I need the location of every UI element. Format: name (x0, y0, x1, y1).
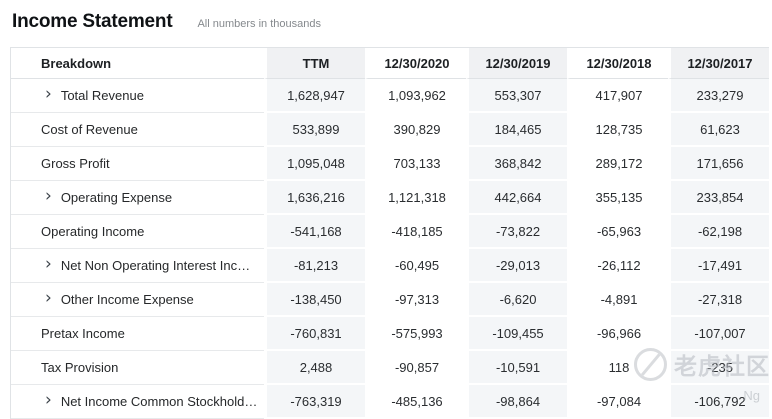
value-cell: -106,792 (668, 385, 769, 419)
chevron-right-icon[interactable]: › (45, 390, 52, 410)
row-label-total-revenue[interactable]: › Total Revenue (11, 79, 264, 113)
row-label-text: Total Revenue (60, 88, 144, 103)
income-statement-table: Breakdown TTM 12/30/2020 12/30/2019 12/30/20… (10, 47, 769, 419)
value-cell: -96,966 (567, 317, 668, 351)
value-cell: -235 (668, 351, 769, 385)
column-header-breakdown: Breakdown (11, 48, 264, 79)
value-cell: 1,628,947 (264, 79, 365, 113)
value-cell: 1,121,318 (365, 181, 466, 215)
value-cell: -575,993 (365, 317, 466, 351)
value-cell: -73,822 (466, 215, 567, 249)
value-cell: -4,891 (567, 283, 668, 317)
table-row: › Other Income Expense -138,450 -97,313 -6,6… (11, 283, 769, 317)
value-cell: 1,095,048 (264, 147, 365, 181)
value-cell: -97,313 (365, 283, 466, 317)
row-label-pretax-income: Pretax Income (11, 317, 264, 351)
chevron-right-icon[interactable]: › (45, 254, 52, 274)
row-label-text: Tax Provision (41, 360, 119, 375)
page-header: Income Statement All numbers in thousand… (0, 0, 772, 33)
table-row: › Net Non Operating Interest Inc… -81,213-… (11, 249, 769, 283)
value-cell: 118 (567, 351, 668, 385)
value-cell: 61,623 (668, 113, 769, 147)
value-cell: 1,636,216 (264, 181, 365, 215)
value-cell: -10,591 (466, 351, 567, 385)
value-cell: -760,831 (264, 317, 365, 351)
row-label-operating-income: Operating Income (11, 215, 264, 249)
row-label-text: Cost of Revenue (41, 122, 138, 137)
chevron-right-icon[interactable]: › (45, 186, 52, 206)
value-cell: -60,495 (365, 249, 466, 283)
row-label-text: Other Income Expense (60, 292, 194, 307)
table-row: Operating Income -541,168 -418,185 -73,822-… (11, 215, 769, 249)
row-label-gross-profit: Gross Profit (11, 147, 264, 181)
value-cell: 171,656 (668, 147, 769, 181)
row-label-operating-expense[interactable]: › Operating Expense (11, 181, 264, 215)
table-row: Tax Provision 2,488 -90,857 -10,591 118 -235 (11, 351, 769, 385)
value-cell: -65,963 (567, 215, 668, 249)
value-cell: 2,488 (264, 351, 365, 385)
value-cell: -26,112 (567, 249, 668, 283)
column-header-12-30-2018: 12/30/2018 (567, 48, 668, 79)
table-header-row: Breakdown TTM 12/30/2020 12/30/2019 12/30/20… (11, 48, 769, 79)
value-cell: 233,279 (668, 79, 769, 113)
value-cell: -27,318 (668, 283, 769, 317)
value-cell: -90,857 (365, 351, 466, 385)
row-label-text: Net Income Common Stockhold… (60, 394, 258, 409)
row-label-text: Gross Profit (41, 156, 110, 171)
value-cell: -81,213 (264, 249, 365, 283)
chevron-right-icon[interactable]: › (45, 288, 52, 308)
table-row: Gross Profit 1,095,048 703,133 368,842 289,1… (11, 147, 769, 181)
column-header-12-30-2017: 12/30/2017 (668, 48, 769, 79)
column-header-ttm: TTM (264, 48, 365, 79)
value-cell: 533,899 (264, 113, 365, 147)
units-note: All numbers in thousands (197, 18, 321, 30)
value-cell: -107,007 (668, 317, 769, 351)
row-label-text: Operating Expense (60, 190, 173, 205)
value-cell: 390,829 (365, 113, 466, 147)
page-title: Income Statement (12, 11, 173, 32)
value-cell: -62,198 (668, 215, 769, 249)
value-cell: -29,013 (466, 249, 567, 283)
value-cell: -109,455 (466, 317, 567, 351)
value-cell: 289,172 (567, 147, 668, 181)
table-row: › Operating Expense 1,636,216 1,121,318 442,… (11, 181, 769, 215)
value-cell: 442,664 (466, 181, 567, 215)
value-cell: 184,465 (466, 113, 567, 147)
value-cell: 417,907 (567, 79, 668, 113)
value-cell: 703,133 (365, 147, 466, 181)
value-cell: 553,307 (466, 79, 567, 113)
table-row: Cost of Revenue 533,899 390,829 184,465 128,… (11, 113, 769, 147)
table-row: › Total Revenue 1,628,947 1,093,962 553,307 4… (11, 79, 769, 113)
value-cell: -6,620 (466, 283, 567, 317)
column-header-12-30-2019: 12/30/2019 (466, 48, 567, 79)
column-header-12-30-2020: 12/30/2020 (365, 48, 466, 79)
table-row: Pretax Income -760,831 -575,993 -109,455 -96… (11, 317, 769, 351)
value-cell: 368,842 (466, 147, 567, 181)
value-cell: 1,093,962 (365, 79, 466, 113)
table-row: › Net Income Common Stockhold… -763,319 -48… (11, 385, 769, 419)
value-cell: 355,135 (567, 181, 668, 215)
row-label-text: Pretax Income (41, 326, 125, 341)
row-label-net-non-operating-interest-inc[interactable]: › Net Non Operating Interest Inc… (11, 249, 264, 283)
row-label-cost-of-revenue: Cost of Revenue (11, 113, 264, 147)
row-label-text: Net Non Operating Interest Inc… (60, 258, 251, 273)
value-cell: 233,854 (668, 181, 769, 215)
value-cell: -418,185 (365, 215, 466, 249)
value-cell: -541,168 (264, 215, 365, 249)
value-cell: 128,735 (567, 113, 668, 147)
row-label-text: Operating Income (41, 224, 145, 239)
chevron-right-icon[interactable]: › (45, 84, 52, 104)
value-cell: -17,491 (668, 249, 769, 283)
row-label-tax-provision: Tax Provision (11, 351, 264, 385)
row-label-other-income-expense[interactable]: › Other Income Expense (11, 283, 264, 317)
value-cell: -138,450 (264, 283, 365, 317)
